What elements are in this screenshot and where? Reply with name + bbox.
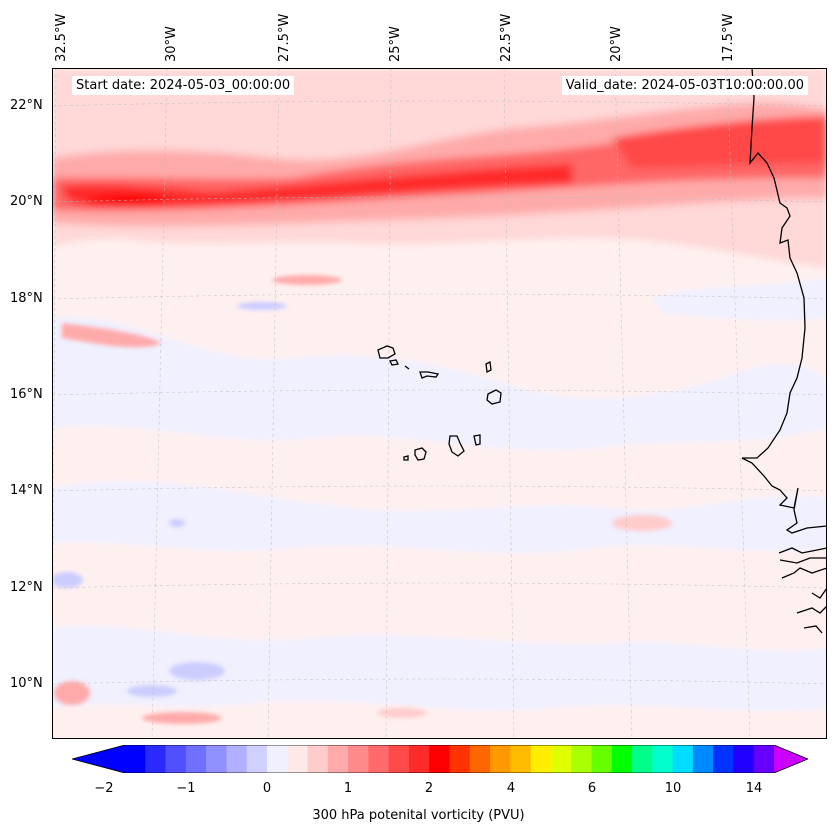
island-brava [403,455,409,461]
neg-patch [237,302,287,310]
pv-map [52,68,827,739]
positive-pv-band [52,68,827,268]
colorbar-cell [591,745,613,773]
colorbar-cell [469,745,491,773]
colorbar-cell [530,745,552,773]
colorbar-cell [165,745,187,773]
colorbar-tick: 14 [745,781,763,796]
colorbar-cell [490,745,511,773]
lat-label-20n: 20°N [10,194,43,209]
colorbar-cell [388,745,410,773]
colorbar-tick: 1 [343,781,353,796]
pos-patch [142,712,222,724]
neg-patch [652,278,827,321]
colorbar-cell [550,745,572,773]
start-date-label: Start date: 2024-05-03_00:00:00 [72,76,295,95]
pos-patch [612,515,672,531]
lon-label-22-5w: 22.5°W [499,13,514,62]
pos-patch [377,708,427,718]
valid-date-label: Valid_date: 2024-05-03T10:00:00.00 [561,76,808,95]
colorbar-cell [368,745,390,773]
neg-patch [52,481,827,553]
colorbar-cell [692,745,714,773]
lon-label-20w: 20°W [609,26,624,62]
colorbar-tick: 0 [262,781,272,796]
neg-patch [127,685,177,697]
colorbar-cell [713,745,734,773]
island-santo-antao [377,345,396,359]
colorbar-tick: −1 [176,781,196,796]
colorbar-cell [510,745,532,773]
colorbar-cell [571,745,592,773]
pos-patch [62,323,162,348]
lat-label-22n: 22°N [10,98,43,113]
colorbar-cell [348,745,369,773]
neg-patch [52,625,827,711]
neg-patch [52,316,827,451]
colorbar-tick: 2 [424,781,434,796]
pv-band-max [87,194,167,206]
map-frame [52,68,827,739]
pos-patch [272,275,342,285]
island-sal [485,361,492,373]
neg-patch [169,519,185,527]
island-santa-luzia [404,365,410,370]
colorbar-under-triangle [72,745,125,773]
island-fogo [414,447,427,461]
pv-band-strong-east [612,116,827,168]
colorbar-cell [672,745,694,773]
lat-label-18n: 18°N [10,291,43,306]
colorbar-cell [307,745,329,773]
colorbar-label: 300 hPa potenital vorticity (PVU) [312,808,525,823]
island-maio [473,434,481,446]
colorbar-cell [327,745,349,773]
colorbar-cell [287,745,308,773]
island-sao-nicolau [419,371,440,379]
lon-label-30w: 30°W [164,26,179,62]
colorbar-over-triangle [774,745,808,773]
lon-label-17-5w: 17.5°W [721,13,736,62]
africa-coastline-south [778,547,827,634]
colorbar-cell [408,745,430,773]
colorbar-cell [753,745,775,773]
lon-label-27-5w: 27.5°W [277,13,292,62]
cape-verde-islands [377,345,502,461]
colorbar-tick: 4 [506,781,516,796]
pos-patch [54,681,90,705]
colorbar-tick: −2 [94,781,114,796]
colorbar-cell [206,745,227,773]
island-santiago [448,435,465,457]
colorbar-cells [125,745,775,773]
colorbar-cell [185,745,207,773]
colorbar [72,745,808,773]
colorbar-cell [449,745,471,773]
colorbar-cell [632,745,653,773]
pv-band-very-strong [62,164,572,207]
lat-label-16n: 16°N [10,387,43,402]
colorbar-cell [611,745,633,773]
lon-label-32-5w: 32.5°W [54,13,69,62]
colorbar-cell [733,745,755,773]
lat-label-14n: 14°N [10,483,43,498]
negative-pv-patches [52,278,827,711]
positive-pv-patches [54,275,672,724]
colorbar-cell [125,745,146,773]
colorbar-cell [429,745,450,773]
neg-patch [169,662,225,680]
colorbar-cell [145,745,166,773]
colorbar-cell [226,745,248,773]
africa-coastline [741,68,827,534]
colorbar-tick: 6 [587,781,597,796]
colorbar-cell [266,745,288,773]
colorbar-cell [652,745,673,773]
colorbar-tick: 10 [664,781,682,796]
colorbar-cell [246,745,268,773]
lon-label-25w: 25°W [388,26,403,62]
island-boa-vista [486,389,502,405]
lat-label-12n: 12°N [10,580,43,595]
neg-patch [52,572,83,588]
island-sao-vicente [389,359,399,366]
lat-label-10n: 10°N [10,676,43,691]
